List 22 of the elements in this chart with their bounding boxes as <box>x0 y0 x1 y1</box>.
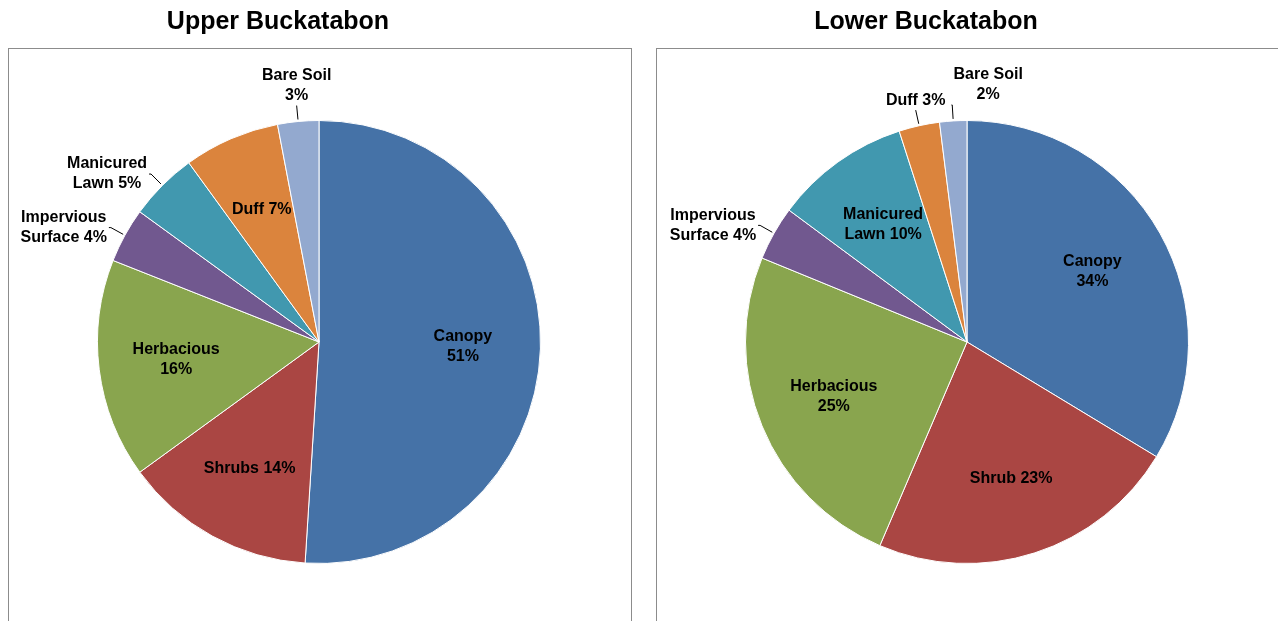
slice-label: Duff 3% <box>885 90 946 108</box>
slice-label: Manicured Lawn 10% <box>843 205 924 243</box>
slice-label: Shrub 23% <box>969 469 1053 487</box>
data-label: 2% <box>976 85 1000 103</box>
slice-label: Herbacious <box>132 340 220 358</box>
chart-title: Lower Buckatabon <box>813 6 1039 35</box>
slice-label: Impervious Surface 4% <box>669 205 757 243</box>
slice-label: Bare Soil <box>953 65 1023 83</box>
slice-label: Herbacious <box>790 376 878 394</box>
slice-label: Bare Soil <box>261 65 332 83</box>
slice-label: Canopy <box>1063 251 1122 269</box>
slice-label: Impervious Surface 4% <box>20 207 107 245</box>
data-label: 34% <box>1076 271 1109 289</box>
chart-title: Upper Buckatabon <box>165 6 391 35</box>
slice-label: Manicured Lawn 5% <box>67 154 148 192</box>
slice-label: Canopy <box>433 326 493 344</box>
data-label: 3% <box>285 85 309 103</box>
data-label: 16% <box>160 360 193 378</box>
slice-label: Shrubs 14% <box>203 458 296 476</box>
slice-label: Duff 7% <box>232 200 292 218</box>
data-label: 51% <box>446 346 479 364</box>
data-label: 25% <box>817 396 850 414</box>
